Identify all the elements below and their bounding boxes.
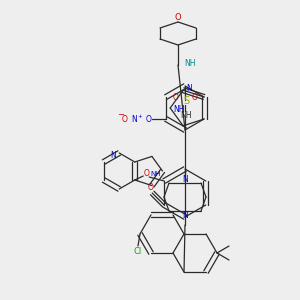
Text: Cl: Cl <box>134 248 142 256</box>
Text: N: N <box>182 175 188 184</box>
Text: S: S <box>183 96 189 106</box>
Text: O: O <box>175 14 181 22</box>
Text: N: N <box>182 211 188 220</box>
Text: NH: NH <box>184 59 196 68</box>
Text: O: O <box>143 169 149 178</box>
Text: N: N <box>186 84 192 93</box>
Text: O: O <box>122 115 128 124</box>
Text: NH: NH <box>180 110 192 119</box>
Text: +: + <box>138 113 142 119</box>
Text: N: N <box>131 115 137 124</box>
Text: O: O <box>192 94 198 103</box>
Text: O: O <box>147 182 153 191</box>
Text: N: N <box>110 151 116 160</box>
Text: NH: NH <box>173 104 185 113</box>
Text: O: O <box>146 115 152 124</box>
Text: −: − <box>117 110 124 119</box>
Text: NH: NH <box>150 171 160 177</box>
Text: O: O <box>173 94 179 103</box>
